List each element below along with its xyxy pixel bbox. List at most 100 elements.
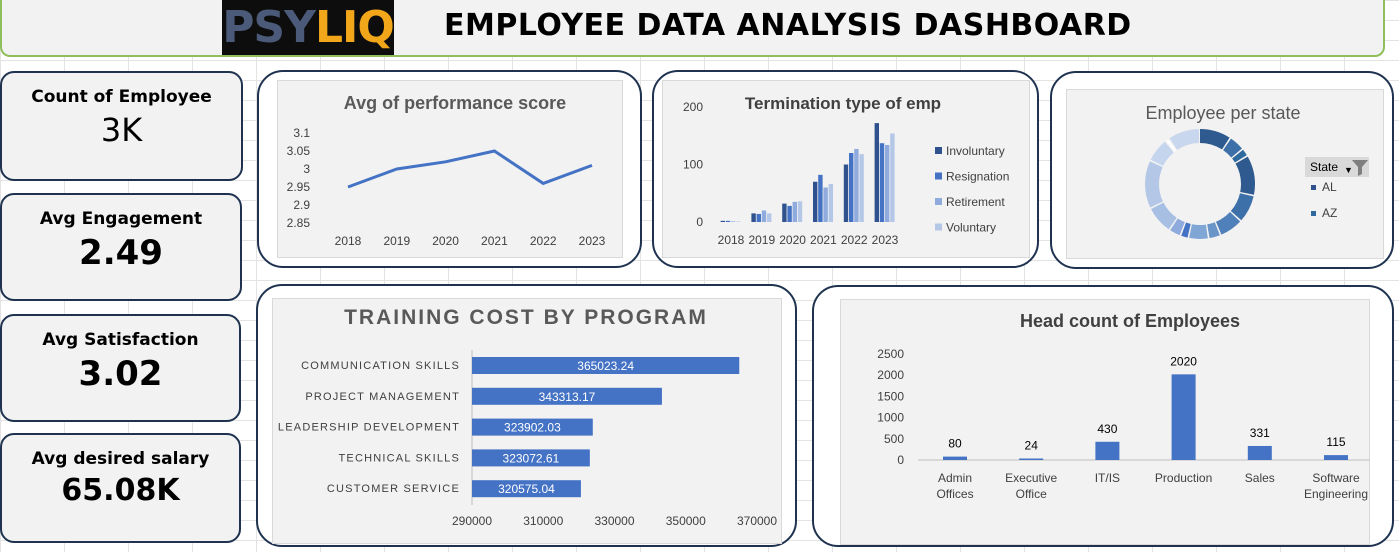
kpi-value: 65.08K bbox=[61, 473, 180, 508]
termination-bar bbox=[720, 220, 725, 222]
legend-label: AL bbox=[1322, 180, 1337, 194]
legend-swatch bbox=[935, 223, 942, 231]
psyliq-logo: PSY LIQ bbox=[222, 0, 395, 55]
y-tick-label: 200 bbox=[683, 100, 703, 114]
state-chart-title: Employee per state bbox=[1145, 103, 1300, 123]
y-tick-label: 500 bbox=[884, 432, 904, 446]
dropdown-arrow-icon: ▼ bbox=[1344, 165, 1353, 175]
x-tick-label: Engineering bbox=[1304, 487, 1368, 501]
donut-slice bbox=[1145, 129, 1255, 239]
x-tick-label: 290000 bbox=[452, 514, 492, 528]
kpi-card-satisfaction[interactable]: Avg Satisfaction 3.02 bbox=[0, 314, 241, 422]
kpi-label: Avg desired salary bbox=[31, 449, 210, 469]
termination-bar bbox=[885, 144, 890, 222]
category-label: COMMUNICATION SKILLS bbox=[301, 360, 460, 372]
termination-bar bbox=[725, 220, 731, 222]
termination-chart-title: Termination type of emp bbox=[745, 94, 941, 113]
legend-label: Voluntary bbox=[946, 221, 996, 235]
training-bar bbox=[472, 480, 581, 498]
legend-label: Involuntary bbox=[946, 144, 1005, 158]
kpi-card-engagement[interactable]: Avg Engagement 2.49 bbox=[0, 193, 242, 301]
training-bar bbox=[472, 449, 590, 467]
donut-slice bbox=[1145, 129, 1255, 239]
donut-slice bbox=[1145, 129, 1255, 239]
x-tick-label: Executive bbox=[1005, 471, 1057, 485]
headcount-bar bbox=[1171, 374, 1196, 460]
y-tick-label: 100 bbox=[683, 158, 703, 172]
y-tick-label: 2.9 bbox=[293, 198, 310, 212]
x-tick-label: Production bbox=[1155, 471, 1212, 485]
logo-text-left: PSY bbox=[222, 2, 316, 53]
data-label: 365023.24 bbox=[577, 359, 634, 373]
kpi-card-desired-salary[interactable]: Avg desired salary 65.08K bbox=[0, 433, 241, 543]
x-tick-label: 2020 bbox=[432, 234, 459, 248]
termination-bar bbox=[731, 221, 736, 222]
x-tick-label: Admin bbox=[938, 471, 972, 485]
y-tick-label: 2.95 bbox=[287, 180, 311, 194]
data-label: 430 bbox=[1097, 422, 1117, 436]
kpi-label: Avg Satisfaction bbox=[42, 330, 199, 350]
termination-bar bbox=[890, 133, 895, 222]
termination-bar bbox=[854, 148, 859, 222]
termination-bar bbox=[823, 187, 828, 222]
category-label: CUSTOMER SERVICE bbox=[327, 483, 460, 495]
data-label: 115 bbox=[1326, 435, 1345, 449]
headcount-bar bbox=[1247, 445, 1272, 460]
x-tick-label: 2022 bbox=[530, 234, 557, 248]
termination-bar bbox=[787, 205, 792, 222]
termination-bar bbox=[874, 123, 879, 222]
termination-bar bbox=[756, 213, 761, 222]
training-bar bbox=[472, 418, 593, 436]
termination-bar bbox=[843, 164, 849, 222]
training-bar bbox=[472, 357, 740, 374]
headcount-chart-title: Head count of Employees bbox=[1020, 311, 1240, 331]
y-tick-label: 1000 bbox=[877, 411, 904, 425]
termination-bar bbox=[782, 203, 787, 222]
data-label: 323902.03 bbox=[504, 421, 561, 435]
performance-panel bbox=[257, 70, 642, 268]
legend-label: AZ bbox=[1322, 206, 1337, 220]
headcount-bar bbox=[1324, 455, 1348, 460]
y-tick-label: 0 bbox=[696, 215, 703, 229]
termination-bar bbox=[818, 174, 823, 222]
legend-swatch bbox=[935, 198, 942, 205]
x-tick-label: 2018 bbox=[718, 233, 745, 247]
y-tick-label: 0 bbox=[897, 453, 904, 467]
x-tick-label: Office bbox=[1016, 487, 1047, 501]
x-tick-label: 370000 bbox=[737, 514, 777, 528]
data-label: 320575.04 bbox=[498, 482, 555, 496]
x-tick-label: 2023 bbox=[872, 233, 899, 247]
filter-funnel-icon bbox=[1352, 160, 1368, 176]
performance-series-line bbox=[347, 149, 593, 189]
state-filter-button[interactable] bbox=[1305, 157, 1369, 177]
x-tick-label: 2023 bbox=[579, 234, 606, 248]
training-bar bbox=[472, 387, 662, 405]
x-tick-label: 2021 bbox=[810, 233, 837, 247]
y-tick-label: 2500 bbox=[877, 347, 904, 361]
legend-label: Retirement bbox=[946, 195, 1005, 209]
dashboard-title: EMPLOYEE DATA ANALYSIS DASHBOARD bbox=[444, 8, 1132, 43]
x-tick-label: Offices bbox=[936, 487, 973, 501]
termination-panel bbox=[652, 70, 1039, 268]
termination-bar bbox=[849, 153, 854, 222]
training-chart-title: TRAINING COST BY PROGRAM bbox=[344, 306, 708, 329]
headcount-bar bbox=[1095, 441, 1120, 460]
termination-bar bbox=[751, 213, 756, 222]
kpi-card-employee-count[interactable]: Count of Employee 3K bbox=[0, 71, 243, 181]
category-label: LEADERSHIP DEVELOPMENT bbox=[278, 422, 460, 434]
data-label: 2020 bbox=[1170, 354, 1197, 368]
data-label: 80 bbox=[948, 437, 962, 451]
x-tick-label: Sales bbox=[1245, 471, 1275, 485]
kpi-label: Count of Employee bbox=[31, 87, 212, 107]
data-label: 24 bbox=[1025, 439, 1039, 453]
kpi-value: 3.02 bbox=[78, 354, 163, 394]
x-tick-label: 2022 bbox=[841, 233, 868, 247]
performance-chart-title: Avg of performance score bbox=[344, 93, 566, 113]
legend-swatch bbox=[1311, 211, 1316, 216]
y-tick-label: 1500 bbox=[877, 389, 904, 403]
kpi-value: 3K bbox=[100, 111, 143, 149]
x-tick-label: 2020 bbox=[779, 233, 806, 247]
y-tick-label: 3 bbox=[303, 162, 310, 176]
termination-bar bbox=[792, 201, 797, 222]
